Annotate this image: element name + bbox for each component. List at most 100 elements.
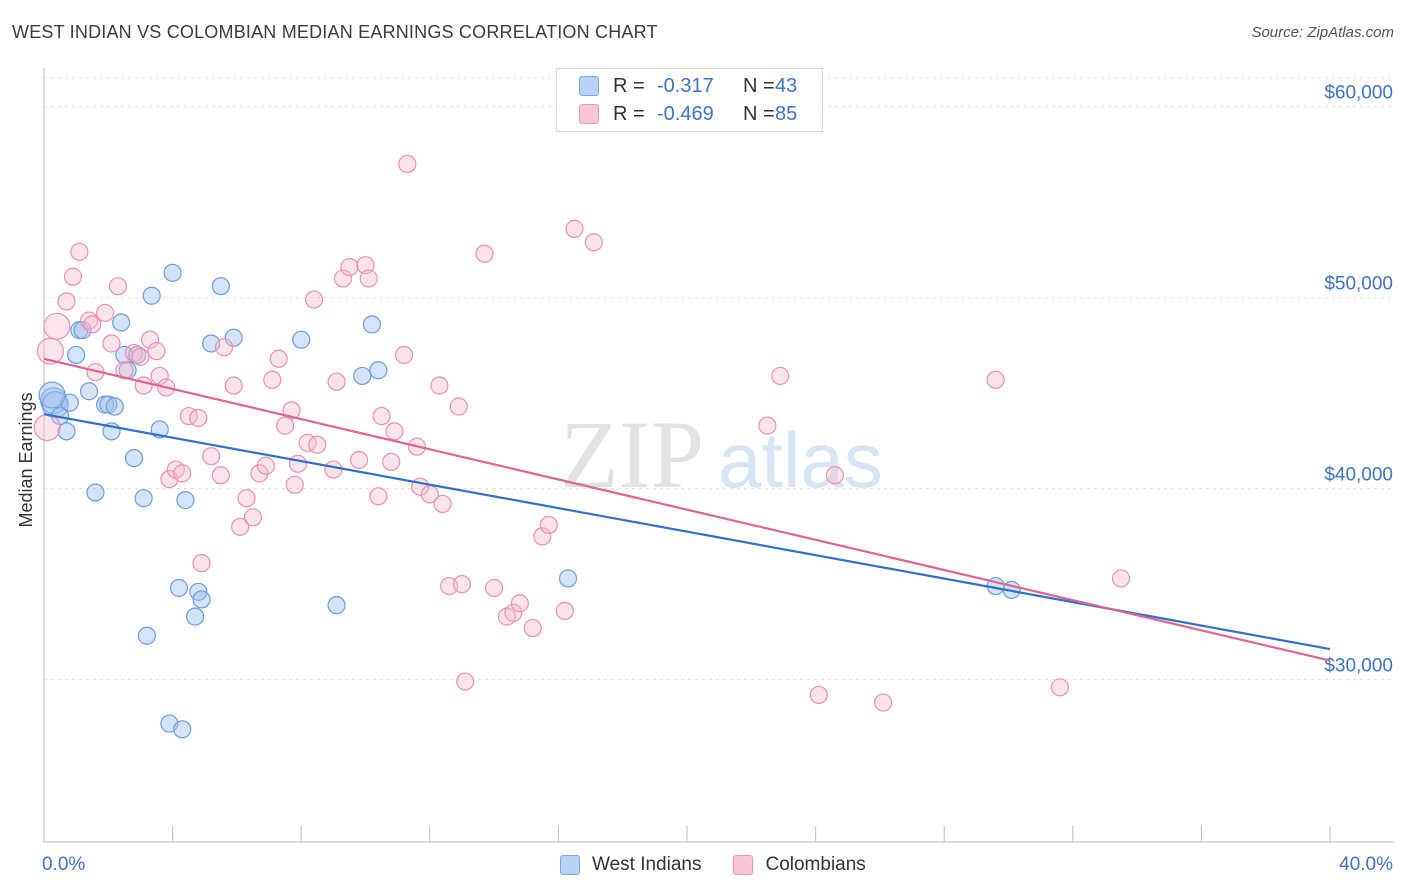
point-west-indians (163, 263, 182, 282)
point-colombians (263, 370, 282, 389)
point-colombians (1050, 678, 1070, 697)
r-label: R = (613, 102, 645, 125)
n-value: 85 (775, 102, 798, 125)
x-tick-label: 0.0% (42, 854, 85, 875)
trend-line-colombians (43, 357, 1331, 662)
point-colombians (269, 349, 288, 368)
point-colombians (327, 372, 346, 391)
point-west-indians (67, 345, 86, 365)
legend-swatch-colombians (733, 855, 754, 875)
point-colombians (533, 527, 552, 546)
point-colombians (57, 292, 76, 311)
point-colombians (1111, 569, 1131, 588)
point-colombians (237, 489, 256, 508)
series-legend: West Indians Colombians (560, 852, 898, 878)
point-colombians (420, 485, 439, 504)
point-west-indians (558, 569, 578, 588)
point-colombians (340, 257, 359, 277)
point-colombians (304, 290, 324, 309)
legend-swatch-west-indians (560, 855, 580, 875)
point-west-indians (128, 345, 147, 365)
legend-label: West Indians (592, 854, 702, 875)
point-colombians (504, 603, 523, 622)
y-tick-label: $50,000 (1324, 274, 1393, 295)
point-colombians (224, 376, 243, 395)
point-colombians (771, 366, 790, 386)
point-west-indians (369, 361, 388, 380)
point-colombians (189, 408, 208, 428)
legend-swatch-colombians (579, 104, 599, 124)
point-colombians (43, 312, 71, 340)
legend-row-colombians: R = -0.469 N = 85 (579, 101, 797, 127)
y-tick-label: $40,000 (1324, 465, 1393, 486)
point-west-indians (173, 720, 192, 739)
point-colombians (250, 464, 269, 483)
point-west-indians (362, 315, 382, 334)
point-colombians (809, 685, 828, 705)
point-colombians (584, 233, 603, 252)
point-colombians (433, 494, 452, 514)
watermark-zip: ZIP (560, 401, 704, 508)
point-west-indians (186, 607, 205, 626)
n-label: N = (743, 74, 775, 97)
point-west-indians (169, 578, 189, 598)
data-points (33, 154, 1131, 739)
point-colombians (95, 303, 115, 323)
point-west-indians (124, 448, 144, 468)
point-colombians (398, 154, 417, 174)
point-colombians (394, 345, 414, 365)
point-west-indians (86, 483, 105, 502)
legend-label: Colombians (765, 854, 866, 875)
point-colombians (83, 315, 102, 334)
point-colombians (285, 475, 304, 494)
y-axis-label: Median Earnings (16, 392, 36, 527)
r-label: R = (613, 74, 645, 97)
point-west-indians (134, 489, 153, 508)
point-colombians (33, 413, 61, 442)
point-colombians (214, 338, 234, 357)
point-west-indians (57, 422, 76, 441)
legend-item-colombians: Colombians (733, 854, 866, 876)
point-colombians (758, 416, 777, 435)
point-colombians (211, 466, 230, 485)
point-colombians (243, 508, 263, 527)
point-colombians (485, 578, 504, 598)
n-label: N = (743, 102, 775, 125)
point-colombians (256, 456, 275, 475)
point-colombians (382, 452, 401, 472)
point-west-indians (327, 596, 346, 615)
source-credit: Source: ZipAtlas.com (1251, 24, 1394, 41)
r-value: -0.469 (657, 102, 714, 125)
r-value: -0.317 (657, 74, 714, 97)
grid-lines (44, 77, 1394, 681)
point-colombians (874, 693, 893, 712)
point-colombians (349, 450, 369, 470)
point-colombians (333, 269, 353, 288)
point-colombians (456, 672, 475, 691)
point-west-indians (192, 590, 211, 609)
n-value: 43 (775, 74, 798, 97)
point-colombians (372, 406, 391, 426)
point-colombians (523, 618, 542, 638)
point-west-indians (105, 397, 124, 416)
legend-row-west-indians: R = -0.317 N = 43 (579, 73, 797, 99)
point-colombians (134, 376, 153, 395)
y-tick-label: $60,000 (1324, 83, 1393, 104)
point-colombians (825, 466, 844, 485)
point-west-indians (211, 277, 230, 296)
point-colombians (430, 376, 449, 395)
point-west-indians (353, 366, 372, 386)
point-west-indians (79, 382, 99, 401)
point-west-indians (38, 381, 66, 409)
point-colombians (202, 447, 221, 466)
legend-swatch-west-indians (579, 76, 599, 96)
point-colombians (510, 594, 529, 613)
point-colombians (108, 277, 128, 296)
point-colombians (385, 422, 404, 441)
x-tick-label: 40.0% (1339, 854, 1393, 875)
point-colombians (308, 435, 327, 454)
point-colombians (192, 554, 211, 573)
point-colombians (131, 347, 150, 366)
point-colombians (63, 267, 83, 286)
